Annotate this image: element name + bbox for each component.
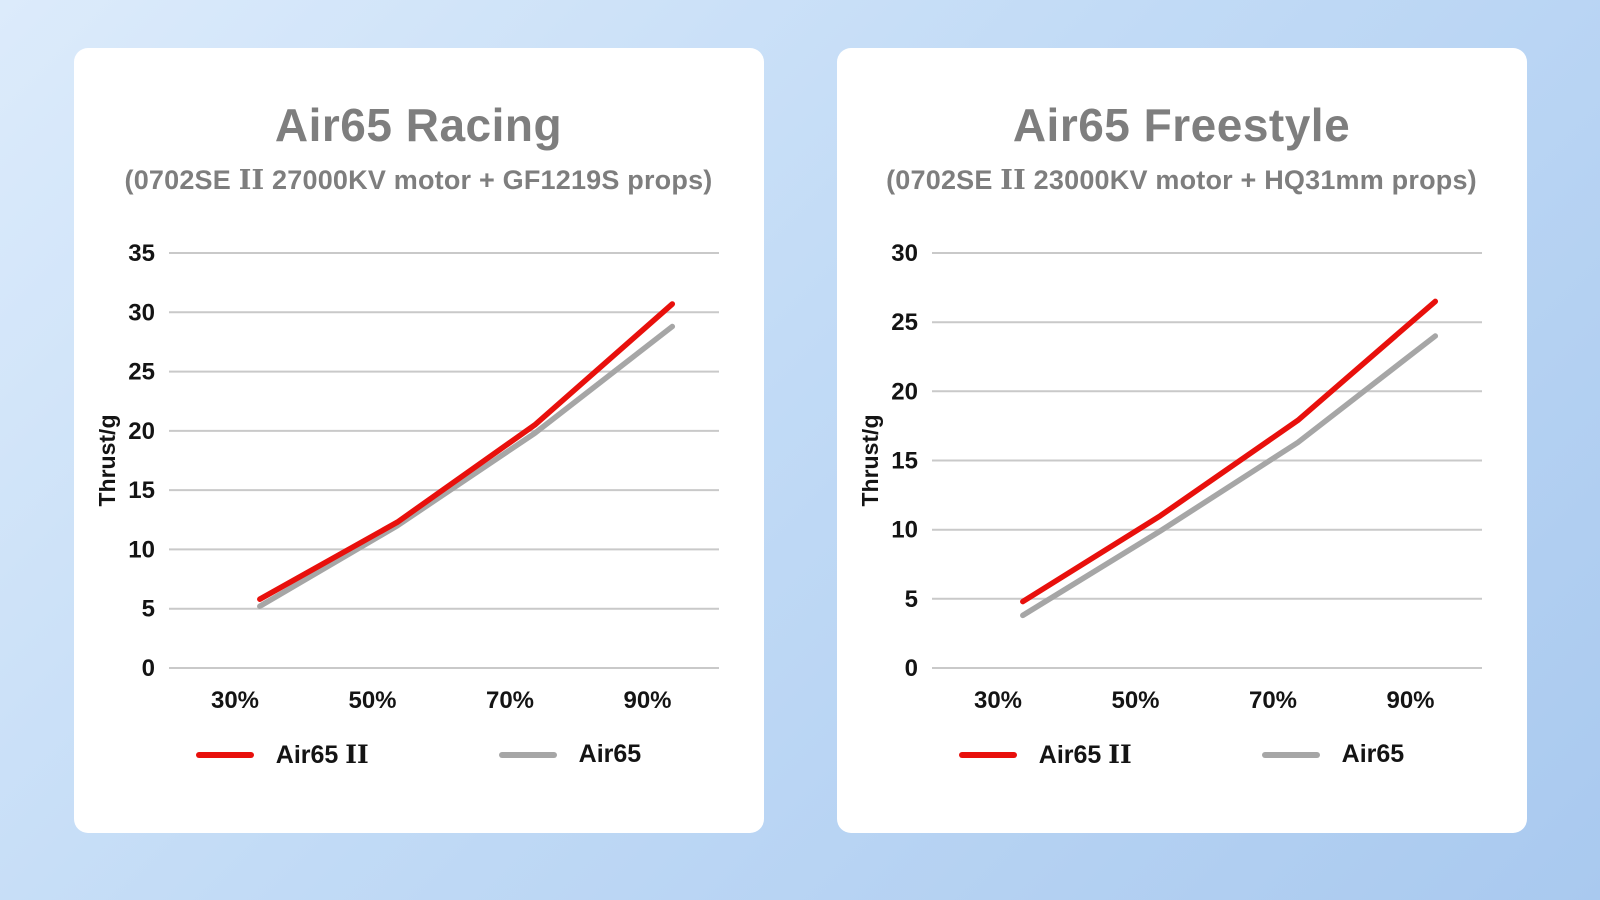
- svg-text:50%: 50%: [348, 687, 396, 714]
- legend-label-air65: Air65: [1341, 740, 1405, 769]
- svg-text:70%: 70%: [1248, 687, 1296, 714]
- svg-text:10: 10: [128, 536, 155, 563]
- svg-text:20: 20: [891, 378, 918, 405]
- svg-text:Thrust/g: Thrust/g: [99, 414, 120, 506]
- svg-text:15: 15: [891, 447, 918, 474]
- legend-item: Air65: [498, 740, 642, 769]
- line-chart: 0 5 10 15 20 25 30 30% 50% 70% 90% Thrust/g: [862, 238, 1502, 718]
- svg-text:20: 20: [128, 417, 155, 444]
- svg-text:5: 5: [141, 595, 154, 622]
- line-chart: 0 5 10 15 20 25 30 35 30% 50% 70% 90% Thrust/g: [99, 238, 739, 718]
- svg-text:Thrust/g: Thrust/g: [862, 414, 883, 506]
- svg-text:15: 15: [128, 477, 155, 504]
- chart-title: Air65 Racing: [274, 99, 563, 151]
- legend-label-air65-ii: Air65 II: [275, 739, 369, 769]
- legend-label-air65: Air65: [578, 740, 642, 769]
- svg-text:0: 0: [904, 655, 917, 682]
- svg-text:5: 5: [904, 585, 917, 612]
- legend-swatch-air65: [1261, 751, 1320, 758]
- chart-subtitle: (0702SE II 23000KV motor + HQ31mm props): [886, 164, 1477, 196]
- svg-text:0: 0: [141, 655, 154, 682]
- svg-text:30%: 30%: [973, 687, 1021, 714]
- svg-text:10: 10: [891, 516, 918, 543]
- legend-item: Air65 II: [195, 739, 369, 770]
- svg-text:30: 30: [128, 299, 155, 326]
- chart-legend: Air65 II Air65: [837, 740, 1527, 770]
- svg-text:70%: 70%: [485, 687, 533, 714]
- chart-card-racing: Air65 Racing (0702SE II 27000KV motor + …: [73, 48, 764, 833]
- svg-text:25: 25: [128, 358, 155, 385]
- legend-swatch-air65-ii: [195, 751, 254, 758]
- svg-text:90%: 90%: [1386, 687, 1434, 714]
- chart-title: Air65 Freestyle: [1012, 99, 1351, 151]
- svg-text:30: 30: [891, 240, 918, 267]
- svg-text:30%: 30%: [210, 687, 258, 714]
- chart-subtitle: (0702SE II 27000KV motor + GF1219S props…: [124, 164, 713, 196]
- svg-text:50%: 50%: [1111, 687, 1159, 714]
- chart-legend: Air65 II Air65: [74, 740, 764, 770]
- legend-item: Air65: [1261, 740, 1405, 769]
- legend-item: Air65 II: [958, 739, 1132, 770]
- legend-label-air65-ii: Air65 II: [1038, 739, 1132, 769]
- legend-swatch-air65: [498, 751, 557, 758]
- chart-card-freestyle: Air65 Freestyle (0702SE II 23000KV motor…: [836, 48, 1527, 833]
- svg-text:90%: 90%: [623, 687, 671, 714]
- legend-swatch-air65-ii: [958, 751, 1017, 758]
- svg-text:25: 25: [891, 309, 918, 336]
- svg-text:35: 35: [128, 240, 155, 267]
